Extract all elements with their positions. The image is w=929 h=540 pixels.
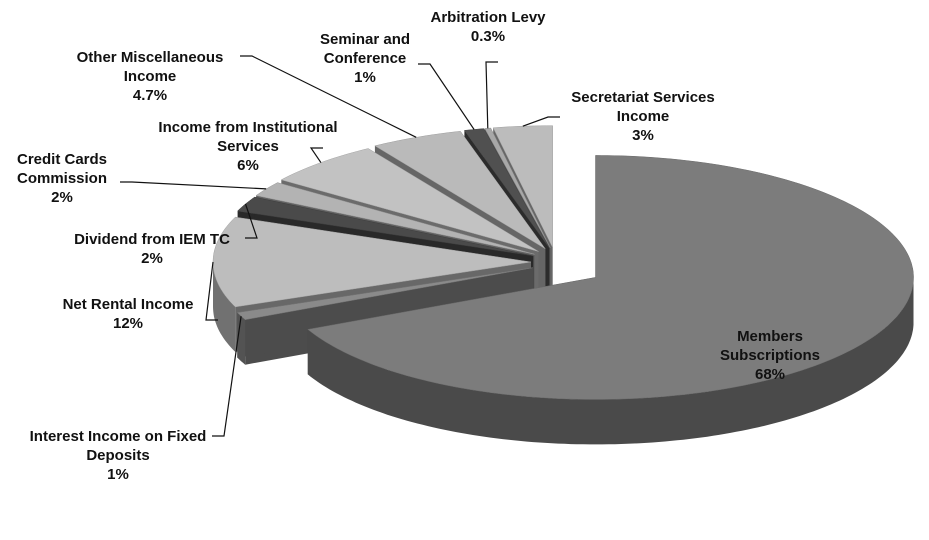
leader-line — [212, 316, 242, 437]
value-label: 3% — [632, 127, 654, 144]
leader-line — [240, 55, 417, 138]
slice-label: Seminar and Conference 1% — [300, 30, 430, 87]
slice-side — [307, 277, 914, 445]
slice-label: Interest Income on Fixed Deposits 1% — [23, 427, 213, 484]
slice-label: Net Rental Income 12% — [33, 295, 223, 333]
leader-line — [522, 116, 560, 127]
slice-label: Arbitration Levy 0.3% — [413, 8, 563, 46]
slice-label: Other Miscellaneous Income 4.7% — [55, 48, 245, 105]
value-label: 0.3% — [470, 28, 506, 45]
leader-line — [120, 181, 267, 190]
value-label: 1% — [107, 466, 129, 483]
value-label: 6% — [237, 157, 259, 174]
value-label: 1% — [354, 69, 376, 86]
slice-label: Members Subscriptions 68% — [685, 327, 855, 384]
category-name: Interest Income on Fixed Deposits — [29, 428, 207, 464]
slice-label: Secretariat Services Income 3% — [568, 88, 718, 145]
slice-label: Dividend from IEM TC 2% — [57, 230, 247, 268]
leader-line — [244, 203, 258, 239]
slice — [255, 182, 535, 255]
leader-line — [205, 261, 218, 321]
category-name: Other Miscellaneous Income — [76, 49, 224, 85]
category-name: Members Subscriptions — [719, 328, 820, 364]
slice-side — [213, 262, 236, 352]
value-label: 12% — [112, 315, 144, 332]
slice-label: Income from Institutional Services 6% — [153, 118, 343, 175]
slice — [307, 155, 914, 400]
leader-line — [485, 61, 498, 129]
slice-label: Credit Cards Commission 2% — [0, 150, 127, 207]
category-name: Dividend from IEM TC — [74, 231, 230, 248]
leader-line — [309, 147, 323, 163]
category-name: Credit Cards Commission — [16, 151, 108, 187]
category-name: Income from Institutional Services — [158, 119, 338, 155]
value-label: 4.7% — [132, 87, 168, 104]
value-label: 2% — [51, 189, 73, 206]
leader-line — [418, 63, 475, 130]
category-name: Net Rental Income — [62, 296, 194, 313]
value-label: 68% — [754, 366, 786, 383]
category-name: Seminar and Conference — [319, 31, 411, 67]
slice — [374, 131, 546, 250]
category-name: Secretariat Services Income — [571, 89, 715, 125]
category-name: Arbitration Levy — [430, 9, 546, 26]
value-label: 2% — [141, 250, 163, 267]
